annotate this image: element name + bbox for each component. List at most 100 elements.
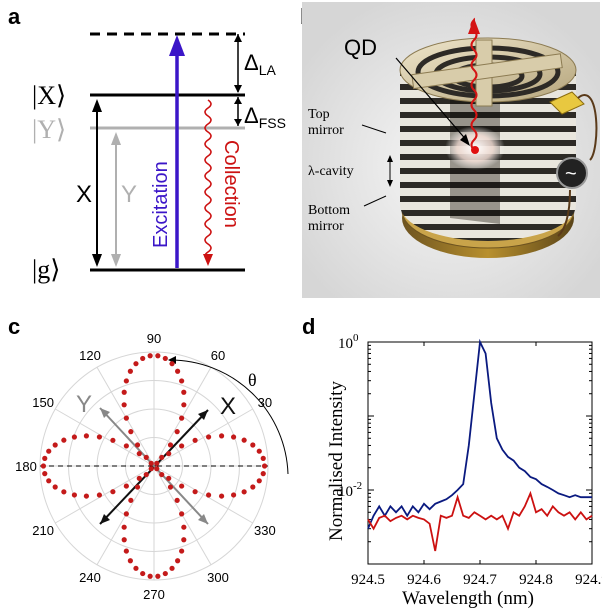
theta-label: θ [248,370,257,390]
y-tick-label: 10-2 [338,480,362,500]
polar-data-point [169,565,175,571]
bottom-mirror-pointer [363,195,387,207]
qd-label: QD [344,35,377,60]
x-tick-label: 924.5 [351,572,385,588]
level-g-label: |g⟩ [32,255,60,284]
polar-data-point [140,355,146,362]
polar-data-point [121,537,127,543]
cavity-label: λ-cavity [308,164,354,179]
polar-data-point [218,433,225,439]
y-tick-label: 100 [338,332,359,352]
bias-wire [577,94,598,161]
x-tick-label: 924.8 [519,572,553,588]
x-tick-label: 924.9 [575,572,602,588]
polar-data-point [123,415,129,421]
polar-data-point [136,451,142,457]
polar-data-point [192,489,198,495]
polar-data-point [46,448,52,454]
polar-x-label: X [220,393,236,420]
polar-grid-spoke [153,465,253,524]
polar-data-point [179,443,185,449]
level-x-label: |X⟩ [32,81,66,110]
polar-data-point [260,455,266,461]
spectrum-axes: 924.5 924.6 924.7 924.8 924.9 100 10-2 [338,332,602,588]
polar-data-point [42,471,48,477]
polar-angle-tick-label: 210 [32,523,54,538]
polar-data-point [256,478,262,484]
polar-data-point [46,478,52,484]
polar-data-point [61,437,67,443]
polar-data-point [250,442,256,448]
excitation-label: Excitation [150,161,172,248]
polar-angle-tick-label: 240 [79,570,101,585]
polar-angle-tick-label: 150 [32,395,54,410]
polar-data-point [121,524,127,530]
spectrum-frame [367,341,593,565]
polar-data-point [174,429,180,435]
polar-data-point [148,460,154,466]
polar-angle-tick-label: 270 [143,587,165,602]
polar-data-point [134,484,141,490]
polar-data-point [162,570,168,577]
spectrum-series [367,338,593,552]
x-transition-label: X [76,181,92,208]
panel-b-micropillar-illustration: ~ QD Top mirror λ-cavity Bottom mirror [302,2,600,298]
polar-data-point [133,361,139,367]
delta-la-label: ΔLA [244,50,276,78]
voltage-source-symbol: ~ [565,163,577,185]
spectrum-y-label: Normalised Intensity [326,381,347,541]
polar-data-point [260,471,266,477]
polar-data-point [181,402,187,408]
polar-data-point [42,455,48,461]
polar-data-point [83,493,90,499]
polar-data-points [40,353,268,579]
voltage-source-icon [556,157,588,189]
polar-data-point [123,548,129,554]
polar-data-point [71,434,77,440]
polar-data-point [181,524,187,530]
polar-data-point [205,434,212,440]
polar-data-point [231,492,237,498]
polar-data-point [134,442,141,448]
panel-d-spectrum-chart: 924.5 924.6 924.7 924.8 924.9 100 10-2 Normali… [326,332,602,609]
polar-angle-tick-label: 30 [258,395,272,410]
panel-a-energy-diagram: |X⟩ |Y⟩ |g⟩ ΔLA ΔFSS X Y Excitation Coll… [32,32,286,284]
panel-c-label: c [8,314,21,339]
polar-grid-spoke [55,408,155,467]
polar-data-point [167,442,174,448]
spectrum-series-red [367,490,593,552]
polar-data-point [128,497,134,503]
polar-data-point [96,492,103,498]
polar-data-point [155,573,161,579]
polar-data-point [110,437,116,443]
polar-angle-tick-label: 120 [79,348,101,363]
polar-data-point [231,434,237,440]
polar-angle-tick-label: 300 [207,570,229,585]
polar-y-label: Y [76,391,92,418]
polar-data-point [147,353,153,359]
collection-wavy-arrow [204,99,212,262]
polar-data-point [123,511,129,517]
polar-data-point [155,353,161,359]
polar-data-point [123,483,129,489]
polar-data-point [192,437,198,443]
polar-data-point [133,565,139,571]
polar-data-point [241,489,247,495]
y-axis-arrow [99,407,209,525]
polar-data-point [179,378,185,384]
polar-data-point [40,463,47,469]
polar-data-point [148,466,154,472]
delta-fss-label: ΔFSS [244,103,286,131]
polar-angle-tick-label: 180 [15,459,37,474]
polar-data-point [52,484,58,490]
polar-data-point [123,378,129,384]
polar-data-point [143,471,149,478]
panel-a-label: a [8,4,21,29]
polar-data-point [159,471,165,478]
polar-data-point [179,483,185,489]
qd-pointer [395,57,469,143]
level-y-label: |Y⟩ [32,115,66,144]
polar-data-point [127,368,133,374]
polar-data-point [71,492,77,498]
spectrum-series-blue [367,338,592,530]
